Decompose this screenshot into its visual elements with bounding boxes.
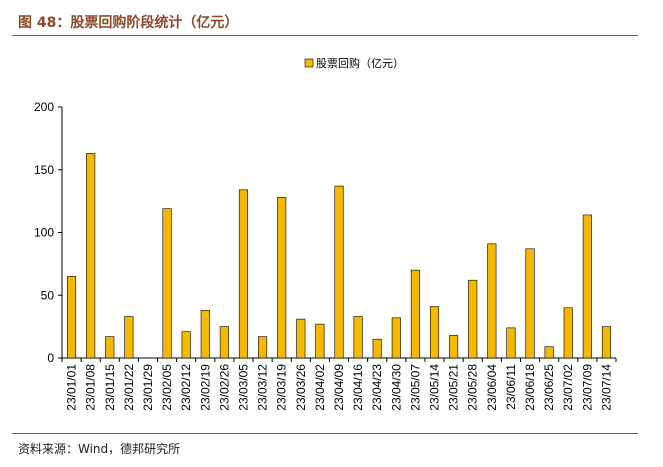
bar: [238, 189, 249, 359]
x-tick-label: 23/02/12: [179, 364, 193, 411]
y-tick-label: 100: [34, 226, 54, 240]
x-tick-label: 23/03/19: [275, 364, 289, 411]
source-note: 资料来源：Wind，德邦研究所: [18, 442, 181, 456]
x-tick-label: 23/04/23: [370, 364, 384, 411]
legend-swatch: [304, 58, 314, 68]
bar: [468, 279, 478, 359]
legend: 股票回购（亿元）: [304, 56, 404, 70]
bar: [429, 306, 440, 359]
x-tick-label: 23/02/19: [198, 364, 212, 411]
legend-label: 股票回购（亿元）: [316, 56, 404, 70]
bar: [296, 318, 306, 359]
bar: [105, 336, 115, 359]
bottom-rule: [12, 433, 638, 434]
bar: [162, 208, 172, 359]
bar: [372, 338, 382, 359]
x-tick-label: 23/02/05: [160, 364, 174, 411]
x-tick-label: 23/04/09: [332, 364, 346, 411]
x-tick-label: 23/07/02: [561, 364, 575, 411]
bar: [86, 153, 96, 359]
bar: [334, 185, 344, 359]
bar: [601, 326, 612, 359]
bar: [582, 214, 592, 359]
bar: [315, 323, 325, 359]
x-tick-label: 23/07/09: [580, 364, 594, 411]
x-tick-label: 23/01/22: [122, 364, 136, 411]
bar: [487, 243, 497, 359]
y-tick-label: 200: [34, 100, 54, 114]
y-tick-label: 150: [34, 163, 54, 177]
bar: [563, 307, 573, 359]
x-tick-label: 23/03/12: [256, 364, 270, 411]
bar: [67, 276, 77, 359]
y-tick-label: 50: [41, 288, 55, 302]
y-axis-ticks: 0 50 100 150 200: [34, 100, 62, 365]
bar: [181, 331, 191, 359]
x-tick-label: 23/05/14: [428, 364, 442, 411]
x-tick-label: 23/06/25: [542, 364, 556, 411]
x-tick-label: 23/07/14: [599, 364, 613, 411]
x-tick-label: 23/01/15: [103, 364, 117, 411]
x-tick-label: 23/06/18: [523, 364, 537, 411]
x-tick-label: 23/03/26: [294, 364, 308, 411]
x-tick-label: 23/04/16: [351, 364, 365, 411]
x-tick-label: 23/01/01: [65, 364, 79, 411]
x-tick-label: 23/05/07: [408, 364, 422, 411]
bar: [410, 269, 420, 359]
bar: [525, 248, 535, 359]
x-tick-label: 23/04/02: [313, 364, 327, 411]
figure-title: 图 48：股票回购阶段统计（亿元）: [18, 15, 239, 31]
bar: [449, 335, 459, 359]
bar: [124, 316, 134, 359]
bar: [258, 336, 268, 359]
x-tick-label: 23/03/05: [236, 364, 250, 411]
bar: [353, 316, 363, 359]
x-axis-ticks: 23/01/01 23/01/08 23/01/15 23/01/22 23/01/29…: [61, 358, 617, 411]
bars: [67, 153, 612, 359]
y-tick-label: 0: [47, 351, 54, 365]
x-tick-label: 23/01/29: [141, 364, 155, 411]
bar: [506, 327, 516, 359]
bar: [200, 310, 210, 359]
top-rule: [12, 35, 638, 36]
bar: [391, 317, 401, 359]
x-tick-label: 23/02/26: [217, 364, 231, 411]
x-tick-label: 23/05/28: [466, 364, 480, 411]
bar: [277, 197, 287, 359]
bar: [544, 346, 554, 359]
x-tick-label: 23/06/11: [504, 364, 518, 410]
x-tick-label: 23/05/21: [447, 364, 461, 411]
x-tick-label: 23/06/04: [485, 364, 499, 411]
x-tick-label: 23/01/08: [84, 364, 98, 411]
bar: [219, 326, 229, 359]
x-tick-label: 23/04/30: [389, 364, 403, 411]
